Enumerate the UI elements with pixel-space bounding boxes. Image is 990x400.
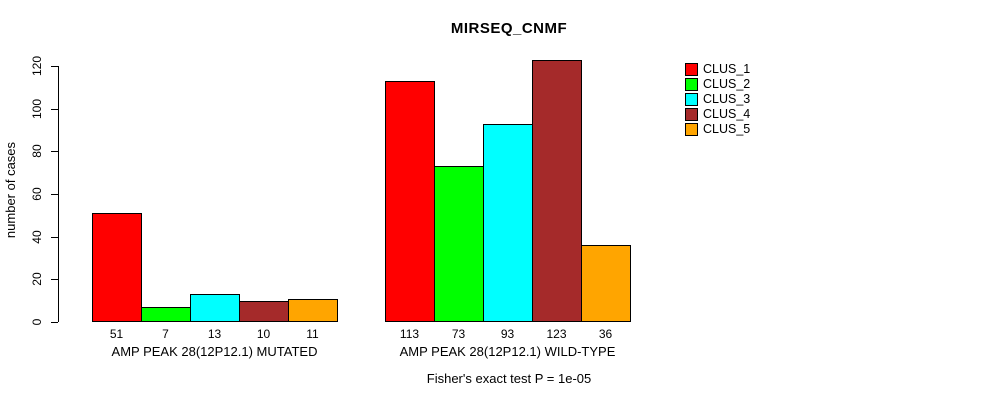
bar-value-label: 123 xyxy=(546,327,567,341)
bar-clus_1 xyxy=(385,81,435,322)
group-axis-label: AMP PEAK 28(12P12.1) MUTATED xyxy=(111,344,318,359)
legend-swatch xyxy=(685,78,698,91)
legend-label: CLUS_3 xyxy=(703,92,751,106)
legend: CLUS_1 CLUS_2 CLUS_3 CLUS_4 CLUS_5 xyxy=(685,62,750,137)
y-tick-mark xyxy=(51,322,58,323)
bar-value-label: 93 xyxy=(500,327,515,341)
legend-swatch xyxy=(685,63,698,76)
bar-value-label: 7 xyxy=(162,327,169,341)
bar-clus_3 xyxy=(483,124,533,322)
bar-clus_5 xyxy=(288,299,338,322)
bar-value-label: 113 xyxy=(399,327,420,341)
bar-clus_1 xyxy=(92,213,142,322)
y-tick-label: 80 xyxy=(30,144,44,158)
y-tick-label: 20 xyxy=(30,272,44,286)
legend-item: CLUS_5 xyxy=(685,122,750,137)
legend-label: CLUS_2 xyxy=(703,77,751,91)
legend-item: CLUS_3 xyxy=(685,92,750,107)
bar-value-label: 51 xyxy=(109,327,124,341)
bar-value-label: 73 xyxy=(451,327,466,341)
y-tick-mark xyxy=(51,237,58,238)
bar-clus_2 xyxy=(434,166,484,322)
y-axis-line xyxy=(58,66,59,322)
y-tick-mark xyxy=(51,66,58,67)
bar-value-label: 36 xyxy=(598,327,613,341)
y-tick-mark xyxy=(51,151,58,152)
bar-value-label: 10 xyxy=(256,327,271,341)
y-tick-mark xyxy=(51,279,58,280)
bar-clus_5 xyxy=(581,245,631,322)
y-tick-label: 100 xyxy=(30,98,44,120)
bar-value-label: 11 xyxy=(306,327,319,341)
group-axis-label: AMP PEAK 28(12P12.1) WILD-TYPE xyxy=(399,344,616,359)
legend-item: CLUS_1 xyxy=(685,62,750,77)
chart-title: MIRSEQ_CNMF xyxy=(450,20,568,37)
legend-item: CLUS_2 xyxy=(685,77,750,92)
y-tick-label: 40 xyxy=(30,230,44,244)
legend-item: CLUS_4 xyxy=(685,107,750,122)
bar-clus_4 xyxy=(532,60,582,322)
y-tick-label: 0 xyxy=(30,318,44,326)
bar-clus_4 xyxy=(239,301,289,322)
y-tick-label: 120 xyxy=(30,55,44,77)
bar-clus_2 xyxy=(141,307,191,322)
y-tick-mark xyxy=(51,194,58,195)
legend-swatch xyxy=(685,108,698,121)
bar-clus_3 xyxy=(190,294,240,322)
y-tick-label: 60 xyxy=(30,187,44,201)
y-tick-mark xyxy=(51,109,58,110)
bar-value-label: 13 xyxy=(207,327,222,341)
annotation-text: Fisher's exact test P = 1e-05 xyxy=(426,371,592,386)
y-axis-title: number of cases xyxy=(3,141,18,239)
legend-label: CLUS_4 xyxy=(703,107,751,121)
legend-swatch xyxy=(685,123,698,136)
legend-label: CLUS_5 xyxy=(703,122,751,136)
legend-label: CLUS_1 xyxy=(703,62,751,76)
legend-swatch xyxy=(685,93,698,106)
